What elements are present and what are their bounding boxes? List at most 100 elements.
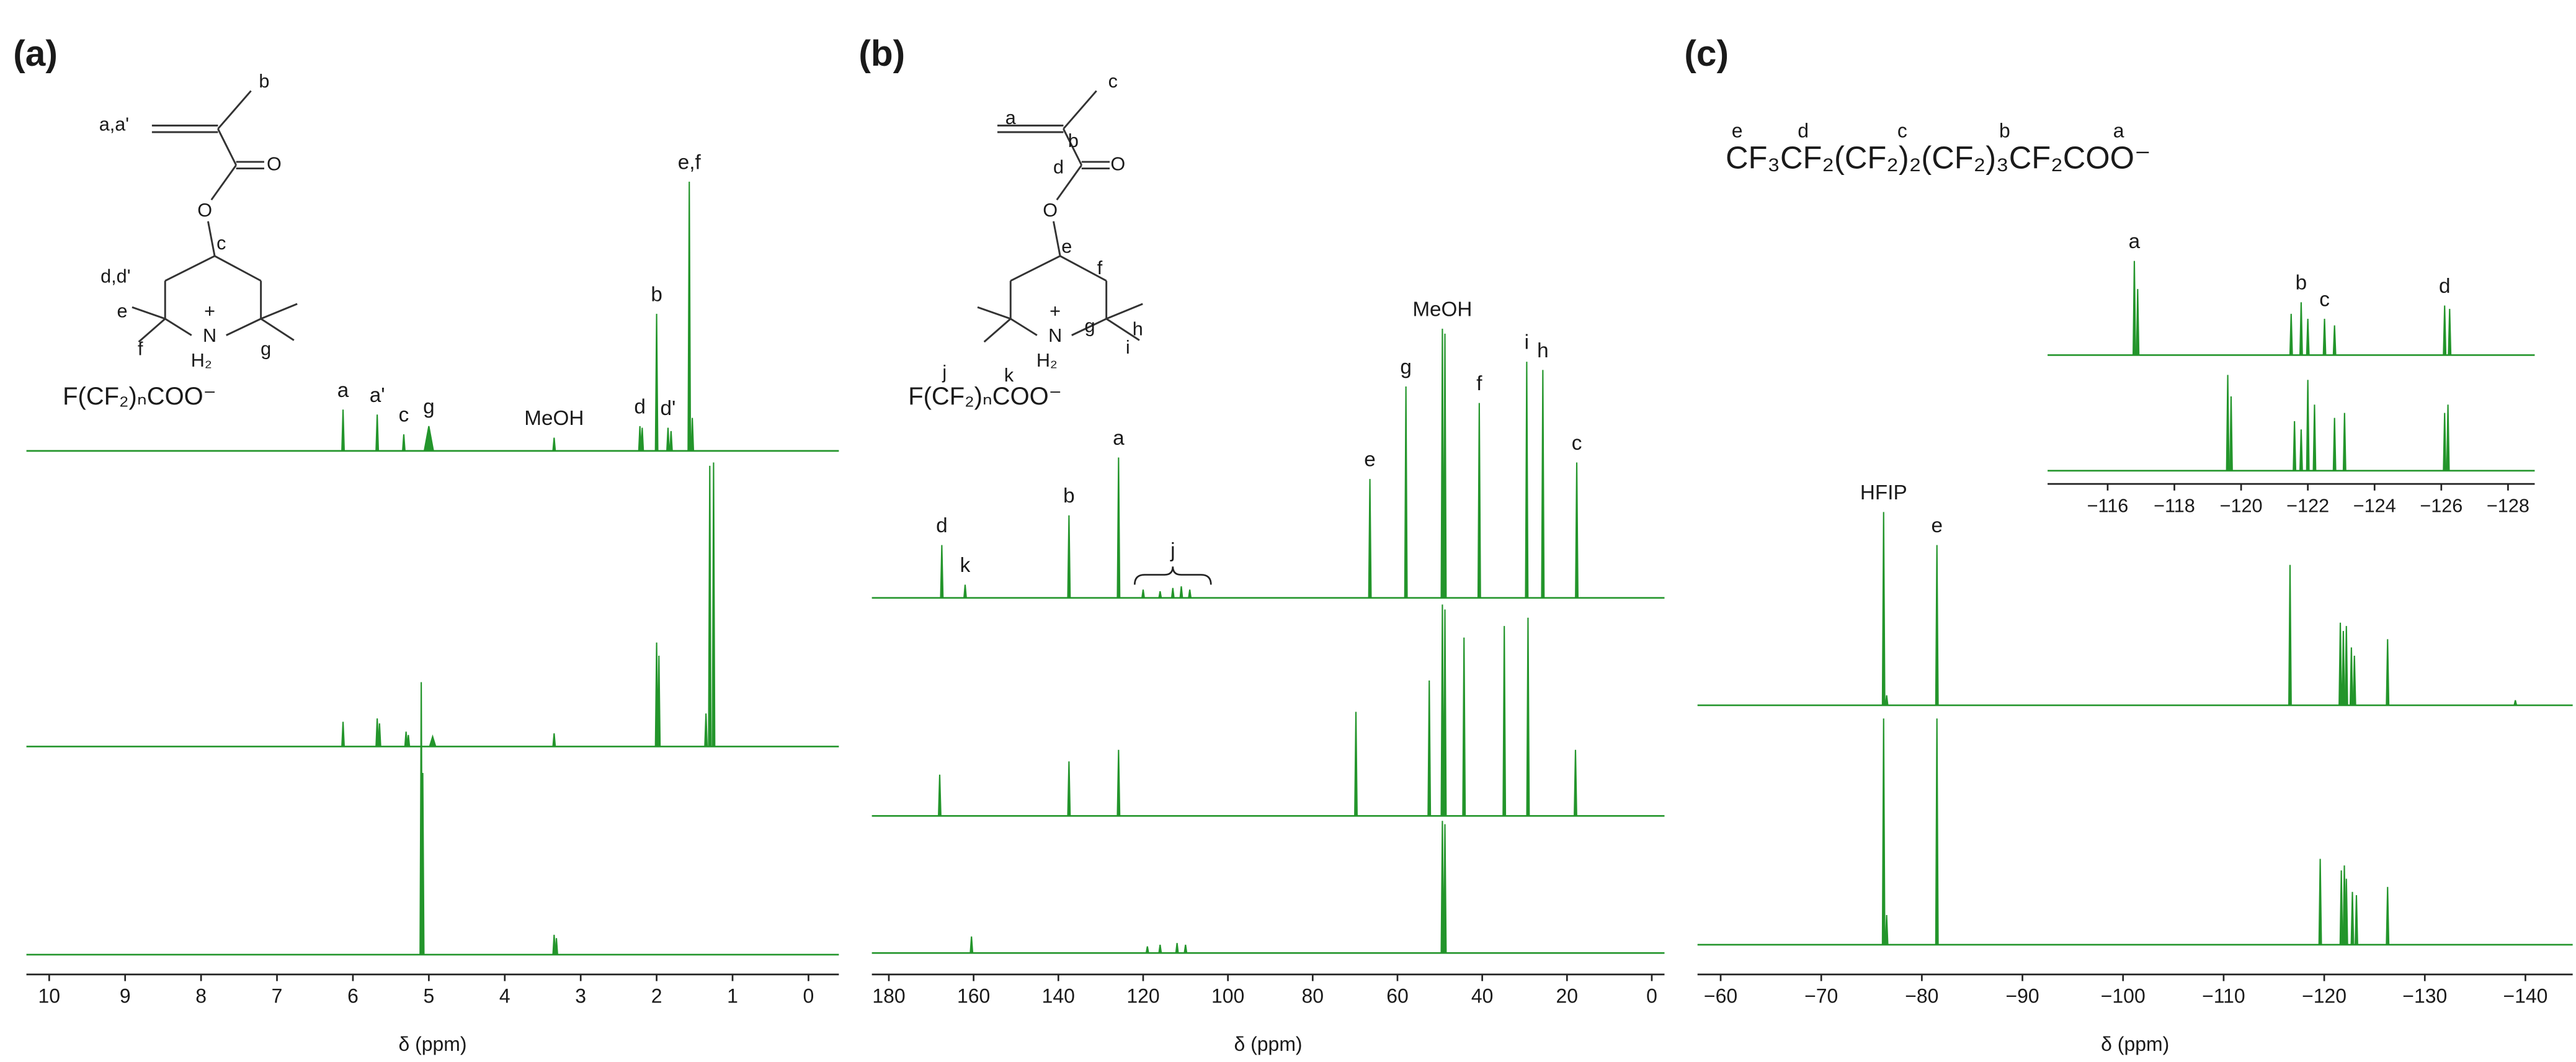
peak (2293, 421, 2297, 471)
bond (1053, 221, 1061, 256)
peak (552, 934, 556, 956)
peak (2344, 626, 2348, 706)
x-tick-label: 9 (120, 985, 131, 1007)
bond (226, 318, 262, 336)
x-tick-label: −90 (2005, 985, 2039, 1007)
peak (2299, 302, 2303, 356)
peak (423, 426, 434, 452)
formula-label: c (1897, 119, 1907, 141)
peak (1462, 637, 1466, 817)
peak-label: h (1537, 339, 1549, 362)
x-tick-label: 3 (575, 985, 586, 1007)
peak-label: d (2439, 275, 2451, 298)
peak (1067, 515, 1071, 599)
x-tick-label: 6 (347, 985, 359, 1007)
x-tick-label: 2 (651, 985, 662, 1007)
x-tick-label: −122 (2286, 495, 2329, 516)
peak (2339, 870, 2343, 946)
formula: F(CF₂)ₙCOO⁻ (908, 383, 1062, 410)
structure-label: b (259, 71, 269, 92)
peak-label: b (2296, 272, 2307, 295)
x-axis-title: δ (ppm) (1234, 1033, 1303, 1055)
peak-label: g (423, 395, 435, 418)
x-tick-label: 4 (499, 985, 510, 1007)
x-tick-label: 160 (957, 985, 990, 1007)
peak (2318, 859, 2322, 946)
peak-label: b (1063, 484, 1075, 507)
peak (1525, 362, 1529, 599)
x-tick-label: 60 (1386, 985, 1409, 1007)
peak (2386, 639, 2390, 706)
peak-label: HFIP (1860, 481, 1907, 504)
bond (261, 303, 298, 320)
peak-label: a' (370, 384, 385, 407)
bond (210, 164, 237, 201)
structure-label: O (1043, 200, 1058, 221)
peak (2448, 308, 2452, 356)
peak-label: c (399, 404, 409, 427)
x-tick-label: 1 (727, 985, 738, 1007)
peak (969, 936, 974, 954)
structure-label: b (1068, 130, 1079, 151)
peak (375, 414, 380, 452)
bond (217, 128, 238, 166)
bond (1010, 255, 1061, 282)
x-tick-label: 0 (803, 985, 814, 1007)
peak-label: d (634, 395, 646, 418)
structure-label: N (203, 325, 216, 346)
peak-label: d' (661, 397, 676, 420)
peak (2226, 375, 2230, 471)
peak (401, 434, 406, 452)
x-tick-label: −128 (2487, 495, 2529, 516)
peak (2133, 261, 2136, 356)
peak (406, 734, 411, 747)
peak (375, 718, 380, 747)
peak (2299, 429, 2303, 471)
bond (1106, 303, 1143, 320)
peak (940, 545, 944, 599)
x-tick-label: 5 (423, 985, 434, 1007)
peak (1935, 545, 1939, 706)
peak (1170, 587, 1175, 599)
structure-label: f (1097, 257, 1103, 279)
peak (341, 409, 345, 452)
peak-label: e,f (678, 151, 702, 174)
peak (1443, 609, 1447, 817)
bond (1059, 255, 1107, 282)
peak-label: MeOH (524, 407, 584, 430)
peak (1884, 695, 1889, 706)
peak (404, 731, 408, 747)
structure-label: c (1108, 71, 1118, 92)
peak (2349, 647, 2353, 706)
structure-label: e (1061, 236, 1072, 257)
x-tick-label: 0 (1646, 985, 1657, 1007)
peak (1116, 457, 1121, 599)
x-tick-label: 180 (872, 985, 905, 1007)
formula: CF₃CF₂(CF₂)₂(CF₂)₃CF₂COO⁻ (1726, 140, 2151, 176)
peak (1881, 718, 1886, 946)
peak (429, 734, 437, 747)
peak-label: a (2129, 230, 2141, 253)
panel-label: (b) (858, 33, 905, 74)
peak (1354, 712, 1358, 817)
peak (1440, 328, 1445, 599)
peak (552, 733, 556, 747)
peak (2306, 318, 2310, 356)
peak (2229, 396, 2233, 471)
structure-label: g (1085, 315, 1095, 336)
peak (2386, 886, 2390, 946)
x-tick-label: −124 (2353, 495, 2396, 516)
peak (1440, 604, 1445, 817)
peak (2352, 655, 2356, 706)
x-tick-label: −80 (1905, 985, 1938, 1007)
peak (555, 938, 559, 956)
structure-label: a (1005, 107, 1017, 128)
peak (669, 431, 673, 452)
x-tick-label: −120 (2302, 985, 2346, 1007)
bond (1063, 128, 1083, 166)
peak-label: a (1113, 427, 1125, 450)
bond (164, 318, 192, 336)
bond (138, 318, 166, 343)
structure-label: O (197, 200, 212, 221)
